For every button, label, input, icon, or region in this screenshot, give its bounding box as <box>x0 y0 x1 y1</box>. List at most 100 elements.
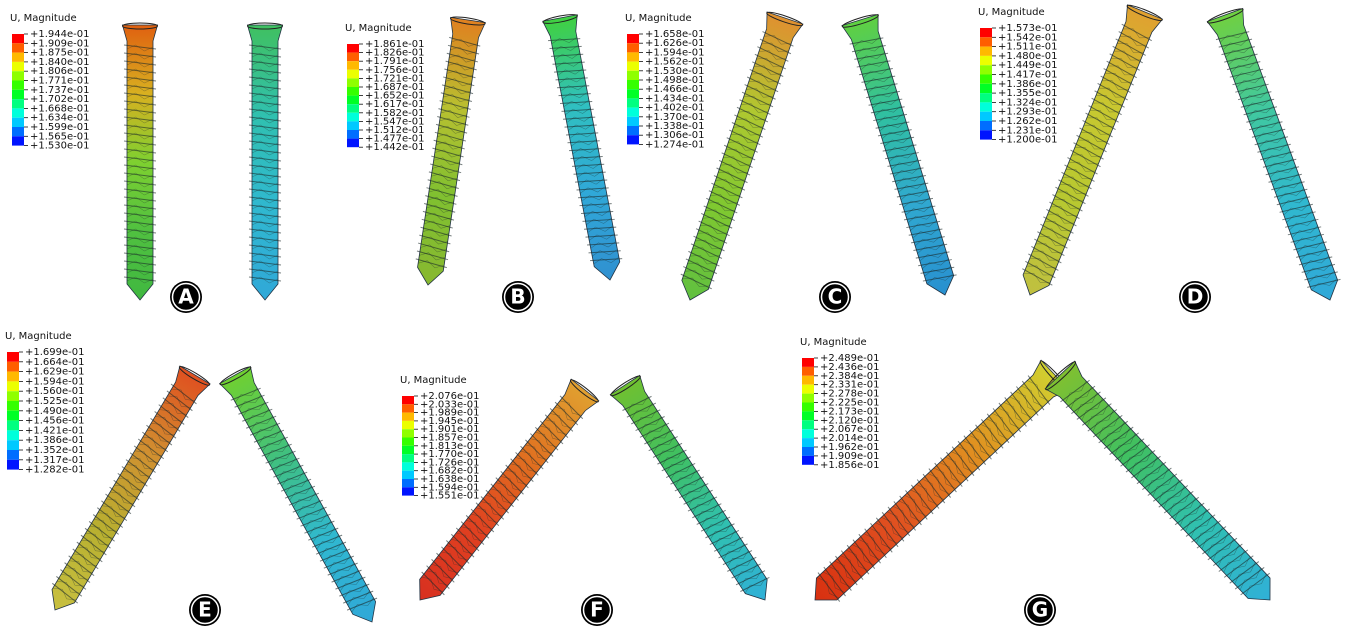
legend-swatch <box>627 135 639 144</box>
legend-swatch <box>12 118 24 127</box>
panel-label: E <box>189 594 221 626</box>
legend-swatch <box>627 117 639 126</box>
legend-swatch <box>347 96 359 105</box>
legend-swatch <box>980 75 992 84</box>
legend-swatch <box>980 93 992 102</box>
screw <box>542 13 627 284</box>
legend-swatch <box>12 99 24 108</box>
screw-body <box>220 366 388 629</box>
legend-swatch <box>347 130 359 139</box>
figure: U, Magnitude+1.944e-01+1.909e-01+1.875e-… <box>0 0 1348 629</box>
legend-label: +1.530e-01 <box>30 141 90 152</box>
screw <box>247 23 282 300</box>
screw <box>219 365 388 629</box>
legend-swatch <box>12 90 24 99</box>
legend-swatch <box>802 411 814 420</box>
panel-letter: E <box>198 598 212 622</box>
legend-title: U, Magnitude <box>400 375 467 386</box>
legend-swatch <box>980 56 992 65</box>
legend-title: U, Magnitude <box>800 337 867 348</box>
legend-swatch <box>12 108 24 117</box>
legend-swatch <box>7 381 19 391</box>
legend-title: U, Magnitude <box>5 331 72 342</box>
legend-swatch <box>802 403 814 412</box>
legend-swatch <box>7 401 19 411</box>
legend: U, Magnitude+1.861e-01+1.826e-01+1.791e-… <box>345 23 425 153</box>
panel-letter: F <box>590 598 604 622</box>
panel-label: A <box>170 281 202 313</box>
legend-swatch <box>802 447 814 456</box>
legend-swatch <box>802 358 814 367</box>
legend-swatch <box>802 438 814 447</box>
legend-swatch <box>627 98 639 107</box>
legend-swatch <box>402 487 414 495</box>
legend-label: +1.442e-01 <box>365 142 425 153</box>
legend-swatch <box>402 429 414 437</box>
legend-swatch <box>980 28 992 37</box>
legend-swatch <box>802 367 814 376</box>
legend-swatch <box>7 352 19 362</box>
screw-body <box>842 14 963 300</box>
screw <box>609 374 780 610</box>
panel-label: C <box>819 281 851 313</box>
legend-swatch <box>347 70 359 79</box>
panel-label: B <box>502 281 534 313</box>
legend-swatch <box>402 438 414 446</box>
legend-swatch <box>7 411 19 421</box>
screw-body <box>610 375 779 609</box>
legend-swatch <box>980 130 992 139</box>
legend-swatch <box>802 420 814 429</box>
legend-label: +1.200e-01 <box>998 135 1058 146</box>
legend-swatch <box>402 454 414 462</box>
legend: U, Magnitude+2.489e-01+2.436e-01+2.384e-… <box>800 337 880 471</box>
legend-swatch <box>802 394 814 403</box>
legend-label: +1.274e-01 <box>645 139 705 150</box>
screw <box>1044 360 1285 614</box>
legend-swatch <box>12 34 24 43</box>
legend-swatch <box>802 456 814 465</box>
legend-swatch <box>627 34 639 43</box>
legend: U, Magnitude+1.699e-01+1.664e-01+1.629e-… <box>5 331 85 476</box>
panel-label: F <box>581 594 613 626</box>
screw <box>841 13 963 301</box>
screw-body <box>122 25 157 300</box>
legend-swatch <box>12 53 24 62</box>
legend-swatch <box>402 462 414 470</box>
panel-letter: A <box>178 285 194 309</box>
legend-label: +1.856e-01 <box>820 460 880 471</box>
legend-swatch <box>7 372 19 382</box>
legend-swatch <box>12 62 24 71</box>
legend-swatch <box>7 421 19 431</box>
legends: U, Magnitude+1.944e-01+1.909e-01+1.875e-… <box>5 7 1211 626</box>
legend-swatch <box>980 102 992 111</box>
panel-letter: B <box>510 285 525 309</box>
legend-swatch <box>627 71 639 80</box>
legend-swatch <box>402 446 414 454</box>
panel-label: D <box>1179 281 1211 313</box>
legend-swatch <box>627 52 639 61</box>
panel-letter: C <box>828 285 843 309</box>
panel-letter: D <box>1187 285 1204 309</box>
legend-swatch <box>980 121 992 130</box>
legend-title: U, Magnitude <box>345 23 412 34</box>
legend-swatch <box>347 139 359 148</box>
legend-swatch <box>347 121 359 130</box>
legend-swatch <box>402 404 414 412</box>
legend-swatch <box>347 87 359 96</box>
legend-swatch <box>12 43 24 52</box>
legend-swatch <box>627 80 639 89</box>
legend-swatch <box>7 391 19 401</box>
legend-swatch <box>347 44 359 53</box>
legend-swatch <box>12 71 24 80</box>
legend-swatch <box>980 47 992 56</box>
panel-letter: G <box>1032 598 1048 622</box>
legend-swatch <box>347 53 359 62</box>
legend-swatch <box>347 78 359 87</box>
legend-swatch <box>402 421 414 429</box>
panel-label: G <box>1024 594 1056 626</box>
legend-swatch <box>12 81 24 90</box>
legend-swatch <box>347 113 359 122</box>
legend: U, Magnitude+1.573e-01+1.542e-01+1.511e-… <box>978 7 1058 146</box>
legend-swatch <box>627 126 639 135</box>
legend-label: +1.551e-01 <box>420 491 480 502</box>
